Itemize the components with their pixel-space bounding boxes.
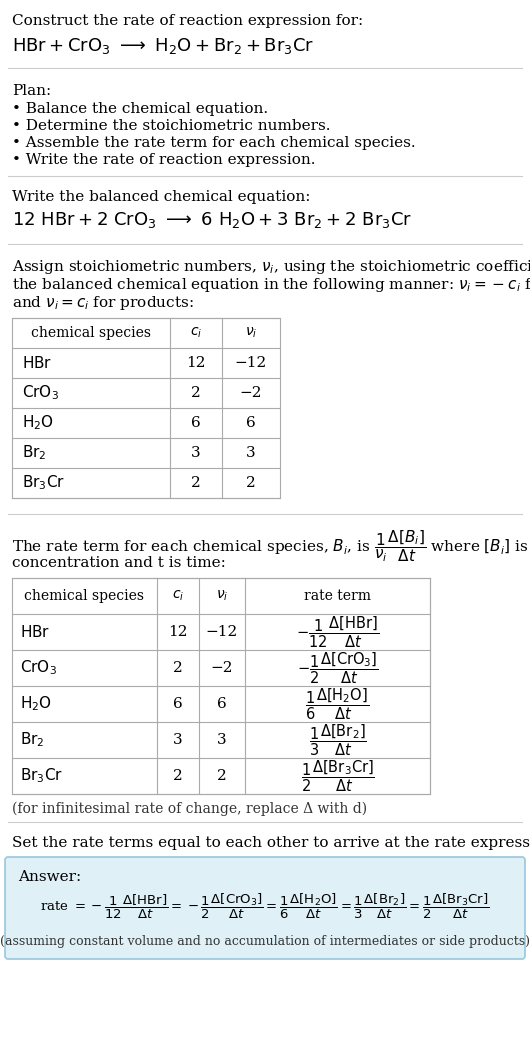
Text: $\dfrac{1}{6}\dfrac{\Delta[\mathrm{H_2O}]}{\Delta t}$: $\dfrac{1}{6}\dfrac{\Delta[\mathrm{H_2O}… [305, 686, 369, 722]
Text: $\mathrm{HBr}$: $\mathrm{HBr}$ [22, 355, 52, 371]
Text: 12: 12 [186, 356, 206, 370]
Text: $\mathrm{Br_2}$: $\mathrm{Br_2}$ [20, 731, 45, 749]
Text: 2: 2 [191, 476, 201, 490]
Text: rate $= -\dfrac{1}{12}\dfrac{\Delta[\mathrm{HBr}]}{\Delta t} = -\dfrac{1}{2}\dfr: rate $= -\dfrac{1}{12}\dfrac{\Delta[\mat… [40, 891, 490, 920]
Text: −2: −2 [211, 661, 233, 675]
Text: 2: 2 [191, 386, 201, 400]
Text: and $\nu_i = c_i$ for products:: and $\nu_i = c_i$ for products: [12, 294, 194, 312]
Text: Construct the rate of reaction expression for:: Construct the rate of reaction expressio… [12, 14, 363, 28]
Bar [12, 578, 430, 794]
Text: $\mathrm{Br_2}$: $\mathrm{Br_2}$ [22, 444, 47, 462]
Text: $\nu_i$: $\nu_i$ [216, 589, 228, 604]
Text: $c_i$: $c_i$ [172, 589, 184, 604]
Text: 6: 6 [217, 697, 227, 711]
Text: 3: 3 [246, 446, 256, 460]
Text: • Write the rate of reaction expression.: • Write the rate of reaction expression. [12, 153, 315, 167]
Text: $\mathrm{H_2O}$: $\mathrm{H_2O}$ [22, 413, 54, 432]
Text: $\mathrm{HBr + CrO_3 \ \longrightarrow \ H_2O + Br_2 + Br_3Cr}$: $\mathrm{HBr + CrO_3 \ \longrightarrow \… [12, 36, 314, 56]
Text: $-\dfrac{1}{2}\dfrac{\Delta[\mathrm{CrO_3}]}{\Delta t}$: $-\dfrac{1}{2}\dfrac{\Delta[\mathrm{CrO_… [297, 651, 378, 686]
Text: the balanced chemical equation in the following manner: $\nu_i = -c_i$ for react: the balanced chemical equation in the fo… [12, 276, 530, 294]
Text: • Determine the stoichiometric numbers.: • Determine the stoichiometric numbers. [12, 119, 331, 133]
Text: $-\dfrac{1}{12}\dfrac{\Delta[\mathrm{HBr}]}{\Delta t}$: $-\dfrac{1}{12}\dfrac{\Delta[\mathrm{HBr… [296, 614, 379, 650]
Text: • Balance the chemical equation.: • Balance the chemical equation. [12, 103, 268, 116]
Text: 2: 2 [217, 769, 227, 783]
Text: −12: −12 [235, 356, 267, 370]
Text: chemical species: chemical species [31, 326, 151, 340]
Text: 3: 3 [191, 446, 201, 460]
Text: (assuming constant volume and no accumulation of intermediates or side products): (assuming constant volume and no accumul… [0, 935, 530, 949]
Text: $\nu_i$: $\nu_i$ [245, 325, 257, 340]
Text: • Assemble the rate term for each chemical species.: • Assemble the rate term for each chemic… [12, 136, 416, 150]
Text: Answer:: Answer: [18, 870, 81, 884]
Text: rate term: rate term [304, 589, 371, 602]
Text: 2: 2 [246, 476, 256, 490]
Text: 6: 6 [246, 416, 256, 430]
Text: 6: 6 [191, 416, 201, 430]
Text: 12: 12 [168, 626, 188, 639]
Text: $\mathrm{CrO_3}$: $\mathrm{CrO_3}$ [22, 384, 59, 403]
Text: $\mathrm{Br_3Cr}$: $\mathrm{Br_3Cr}$ [22, 474, 65, 493]
Bar [12, 318, 280, 498]
Text: 3: 3 [217, 733, 227, 747]
Text: The rate term for each chemical species, $B_i$, is $\dfrac{1}{\nu_i}\dfrac{\Delt: The rate term for each chemical species,… [12, 528, 530, 564]
Text: $\dfrac{1}{2}\dfrac{\Delta[\mathrm{Br_3Cr}]}{\Delta t}$: $\dfrac{1}{2}\dfrac{\Delta[\mathrm{Br_3C… [301, 758, 375, 794]
Text: (for infinitesimal rate of change, replace Δ with d): (for infinitesimal rate of change, repla… [12, 802, 367, 816]
Text: $\mathrm{HBr}$: $\mathrm{HBr}$ [20, 624, 50, 640]
Text: −12: −12 [206, 626, 238, 639]
Text: 2: 2 [173, 769, 183, 783]
Text: chemical species: chemical species [24, 589, 145, 602]
Text: Assign stoichiometric numbers, $\nu_i$, using the stoichiometric coefficients, $: Assign stoichiometric numbers, $\nu_i$, … [12, 258, 530, 276]
Text: Plan:: Plan: [12, 84, 51, 98]
Text: $\mathrm{H_2O}$: $\mathrm{H_2O}$ [20, 695, 52, 713]
Text: 2: 2 [173, 661, 183, 675]
Text: $\mathrm{Br_3Cr}$: $\mathrm{Br_3Cr}$ [20, 767, 63, 786]
Text: −2: −2 [240, 386, 262, 400]
Text: $c_i$: $c_i$ [190, 325, 202, 340]
Text: $\dfrac{1}{3}\dfrac{\Delta[\mathrm{Br_2}]}{\Delta t}$: $\dfrac{1}{3}\dfrac{\Delta[\mathrm{Br_2}… [308, 722, 366, 757]
Text: 6: 6 [173, 697, 183, 711]
Text: concentration and t is time:: concentration and t is time: [12, 556, 226, 570]
Text: $\mathrm{12\ HBr + 2\ CrO_3 \ \longrightarrow \ 6\ H_2O + 3\ Br_2 + 2\ Br_3Cr}$: $\mathrm{12\ HBr + 2\ CrO_3 \ \longright… [12, 210, 412, 230]
Text: Write the balanced chemical equation:: Write the balanced chemical equation: [12, 190, 311, 204]
FancyBboxPatch shape [5, 857, 525, 959]
Text: Set the rate terms equal to each other to arrive at the rate expression:: Set the rate terms equal to each other t… [12, 836, 530, 850]
Text: 3: 3 [173, 733, 183, 747]
Text: $\mathrm{CrO_3}$: $\mathrm{CrO_3}$ [20, 659, 57, 678]
